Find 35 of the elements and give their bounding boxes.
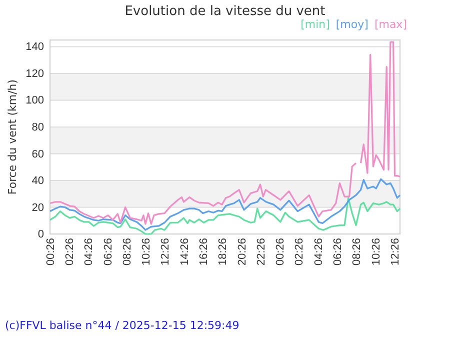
x-tick-label: 06:26 [332,238,344,266]
x-tick-label: 04:26 [83,238,96,266]
x-tick-label: 14:26 [178,238,191,266]
text: (c)FFVL balise n°44 / 2025-12-15 12:59:49 [5,319,240,332]
line-series [49,197,401,235]
x-tick-label: 22:26 [255,238,268,266]
x-tick-label: 10:26 [140,238,153,266]
x-tick-label: 06:26 [102,238,114,266]
x-tick-label: 16:26 [198,238,210,266]
x-tick-label: 02:26 [294,238,306,266]
y-tick-label: 0 [38,228,44,241]
line-series [49,178,401,231]
x-tick-label: 08:26 [351,238,364,266]
y-tick-label: 40 [32,175,44,188]
x-tick-label: 18:26 [217,238,230,266]
text: [moy] [336,18,368,31]
series-label: [max] [374,18,407,31]
x-tick-label: 00:26 [44,238,57,266]
x-tick-label: 02:26 [64,238,76,266]
y-tick-label: 100 [26,94,44,107]
y-tick-label: 140 [26,41,44,54]
x-tick-label: 20:26 [236,238,248,266]
y-tick-label: 60 [32,148,44,160]
chart-title: Evolution de la vitesse du vent [124,4,326,19]
y-tick-label: 20 [32,202,44,214]
x-tick-label: 12:26 [389,238,402,266]
x-tick-label: 08:26 [121,238,134,266]
y-tick-label: 120 [26,68,44,80]
text: [min] [300,18,330,31]
x-tick-label: 10:26 [370,238,382,266]
y-axis-title: Force du vent (km/h) [6,79,19,195]
x-tick-label: 04:26 [312,238,325,266]
x-tick-label: 12:26 [160,238,172,266]
y-tick-label: 80 [32,121,44,134]
x-tick-label: 00:26 [274,238,287,266]
